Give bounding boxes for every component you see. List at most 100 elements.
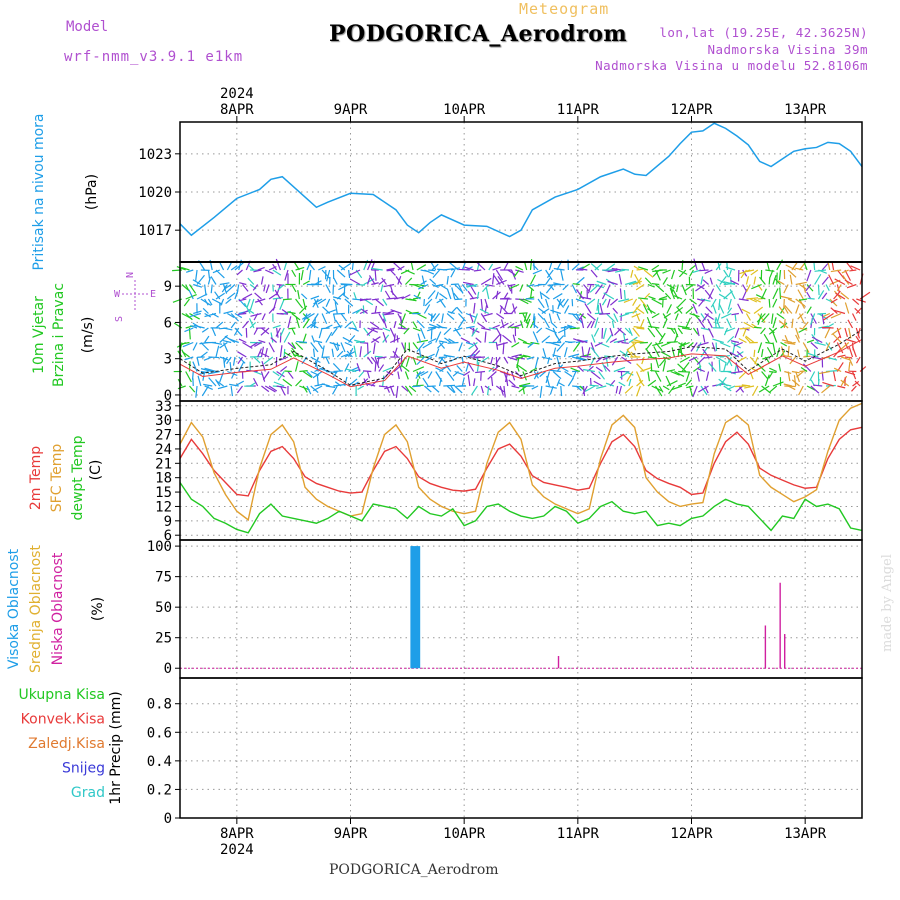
wind-barb (628, 378, 632, 387)
wind-barb (564, 305, 570, 314)
cloud-bar (784, 634, 786, 669)
wind-barb (258, 339, 266, 344)
wind-barb (482, 312, 493, 317)
wind-barb (432, 269, 440, 279)
wind-barb (772, 288, 779, 300)
wind-barb (719, 341, 731, 348)
y-tick-label: 50 (155, 600, 172, 616)
wind-barb (814, 273, 822, 285)
wind-barb (429, 278, 437, 285)
wind-barb (409, 311, 419, 315)
wind-barb (633, 326, 645, 329)
wind-barb (462, 281, 474, 286)
y-tick-label: 0 (164, 388, 172, 404)
wind-barb (378, 385, 388, 388)
wind-barb (525, 313, 532, 324)
wind-barb (302, 280, 310, 286)
wind-barb (479, 308, 490, 315)
wind-barb (312, 385, 323, 392)
compass-s: S (114, 316, 125, 322)
wind-barb (662, 277, 668, 285)
wind-barb (537, 313, 545, 320)
wind-barb (390, 290, 399, 300)
wind-barb (400, 364, 410, 372)
wind-barb (393, 347, 398, 358)
wind-barb (531, 385, 539, 390)
wind-barb (589, 377, 592, 387)
precip-legend-entry: Grad (71, 785, 105, 801)
wind-barb (397, 327, 409, 330)
wind-barb (645, 342, 653, 351)
wind-barb (438, 326, 448, 329)
wind-barb (840, 342, 850, 351)
wind-barb (575, 313, 583, 324)
wind-barb (436, 298, 444, 304)
wind-barb (679, 341, 690, 348)
wind-barb (723, 269, 729, 278)
wind-barb (443, 354, 455, 358)
wind-barb (738, 337, 747, 344)
wind-barb (272, 298, 278, 311)
wind-barb (203, 383, 213, 387)
wind-barb (729, 351, 740, 358)
wind-barb (273, 381, 285, 387)
wind-barb (768, 327, 778, 335)
wind-barb (549, 385, 554, 395)
wind-barb (571, 263, 580, 271)
wind-barb (778, 269, 782, 281)
wind-barb (677, 269, 688, 275)
wind-barb (647, 283, 655, 288)
wind-barb (709, 277, 713, 285)
wind-barb (764, 374, 770, 387)
wind-barb (543, 317, 550, 329)
wind-barb (609, 338, 618, 344)
wind-barb (708, 327, 714, 338)
wind-barb (229, 338, 239, 344)
wind-barb (761, 371, 769, 380)
wind-barb (634, 273, 641, 285)
wind-barb (734, 327, 740, 339)
wind-barb (449, 262, 459, 271)
wind-barb (438, 340, 448, 344)
wind-barb (311, 335, 316, 343)
wind-barb (359, 341, 368, 344)
wind-barb (208, 356, 220, 359)
wind-barb (594, 283, 605, 289)
wind-barb (651, 283, 660, 286)
wind-barb (560, 269, 564, 281)
wind-barb (338, 283, 349, 291)
wind-barb (272, 324, 281, 329)
credit-watermark: made by Angel (880, 554, 895, 652)
wind-barb (750, 269, 759, 276)
wind-barb (712, 304, 717, 314)
wind-barb (321, 327, 330, 330)
wind-barb (823, 312, 834, 321)
wind-barb (371, 327, 383, 330)
wind-barb (586, 347, 591, 358)
wind-barb (378, 364, 385, 372)
wind-barb (670, 370, 680, 376)
wind-barb (704, 385, 709, 394)
wind-barb (580, 355, 592, 358)
wind-barb (688, 356, 698, 362)
wind-barb (409, 298, 417, 302)
wind-barb (738, 371, 747, 379)
wind-barb (659, 295, 668, 300)
wind-barb (469, 327, 480, 334)
wind-barb (519, 320, 524, 329)
wind-barb (511, 353, 522, 358)
wind-barb (215, 380, 224, 387)
y-tick-label: 100 (147, 539, 172, 555)
wind-barb (340, 313, 348, 322)
wind-barb (331, 348, 335, 358)
wind-barb (621, 268, 630, 271)
wind-barb (662, 360, 667, 372)
wind-barb (185, 371, 192, 383)
wind-barb (383, 312, 395, 316)
wind-barb (662, 385, 670, 391)
wind-barb (639, 319, 645, 329)
wind-barb (755, 294, 766, 300)
wind-barb (389, 385, 395, 397)
wind-barb (593, 327, 600, 337)
wind-barb (248, 318, 255, 329)
